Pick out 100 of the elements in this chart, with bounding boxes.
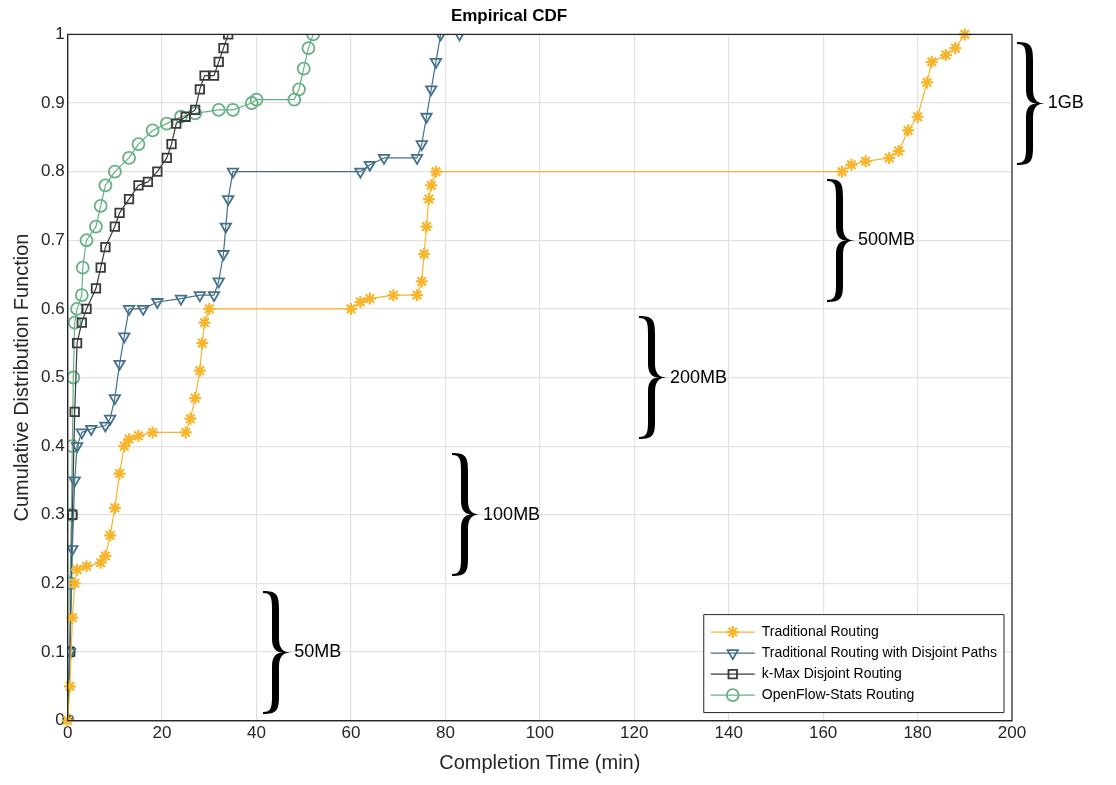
point [152, 166, 163, 177]
legend-label: Traditional Routing with Disjoint Paths [761, 643, 998, 660]
point [133, 180, 144, 191]
point [194, 84, 205, 95]
point [415, 275, 428, 288]
point [122, 304, 136, 316]
point [199, 70, 210, 81]
y-tick-label: 0.4 [40, 435, 65, 455]
point [79, 233, 94, 248]
point [104, 414, 117, 426]
point [921, 76, 934, 89]
point [93, 199, 108, 213]
point [344, 302, 357, 315]
point [425, 85, 438, 97]
legend-label: Traditional Routing [761, 622, 879, 639]
point [420, 220, 433, 233]
point [171, 118, 182, 129]
point [845, 158, 858, 171]
point [217, 250, 230, 261]
point [107, 164, 122, 179]
point [145, 123, 160, 138]
point [132, 429, 145, 442]
point [104, 529, 117, 542]
point [71, 563, 84, 576]
annotation: 500MB [858, 229, 916, 251]
point [113, 359, 126, 371]
point [71, 338, 83, 349]
point [137, 304, 150, 316]
point [166, 139, 177, 150]
point [70, 301, 84, 316]
point [212, 277, 225, 289]
point [387, 289, 400, 302]
y-tick-label: 0.1 [40, 641, 65, 661]
point [114, 207, 125, 218]
y-tick-label: 0.7 [40, 229, 65, 249]
point [203, 302, 216, 315]
x-tick-label: 120 [620, 723, 649, 743]
point [354, 296, 367, 309]
point [109, 221, 120, 232]
point [415, 140, 428, 152]
point [74, 288, 89, 303]
point [90, 283, 102, 294]
point [226, 102, 240, 117]
point [939, 48, 952, 61]
point [70, 442, 84, 454]
point [69, 406, 80, 417]
point [159, 116, 174, 131]
point [902, 124, 915, 137]
point [188, 106, 203, 121]
point [418, 247, 431, 260]
point [363, 160, 376, 172]
point [354, 167, 367, 179]
point [410, 154, 424, 165]
y-tick-label: 0.6 [40, 298, 65, 318]
point [180, 111, 191, 122]
point [76, 317, 87, 328]
point [411, 289, 424, 302]
point [218, 42, 229, 54]
y-tick-label: 0.3 [40, 504, 65, 524]
point [131, 137, 146, 152]
point [75, 260, 90, 275]
y-tick-label: 0.8 [40, 161, 65, 181]
point [161, 152, 172, 164]
point [198, 316, 211, 329]
legend-label: k-Max Disjoint Routing [761, 664, 902, 681]
point [75, 428, 88, 440]
text: 1GB [1047, 92, 1084, 114]
point [189, 104, 201, 116]
y-tick-label: 1 [55, 24, 65, 44]
point [80, 560, 93, 573]
point [292, 82, 306, 97]
point [68, 577, 81, 590]
point [174, 294, 188, 306]
point [81, 303, 92, 315]
point [208, 70, 220, 81]
point [67, 370, 81, 385]
point [249, 92, 264, 107]
y-axis-title: Cumulative Distribution Function [9, 233, 32, 522]
point [89, 219, 103, 234]
legend-label: OpenFlow-Stats Routing [761, 685, 915, 702]
point [301, 41, 316, 56]
point [123, 433, 136, 446]
point [429, 57, 443, 69]
point [925, 55, 938, 68]
point [98, 178, 113, 193]
point [363, 292, 376, 305]
x-tick-label: 40 [247, 723, 266, 743]
x-tick-label: 160 [808, 723, 838, 743]
point [142, 176, 154, 188]
point [108, 394, 121, 405]
chart-title: Empirical CDF [450, 5, 568, 25]
point [836, 165, 849, 178]
point [118, 332, 131, 344]
point [108, 501, 121, 514]
annotation: 100MB [483, 503, 541, 525]
point [189, 392, 202, 405]
point [949, 42, 962, 55]
point [193, 364, 206, 377]
point [68, 476, 81, 488]
point [883, 151, 896, 164]
